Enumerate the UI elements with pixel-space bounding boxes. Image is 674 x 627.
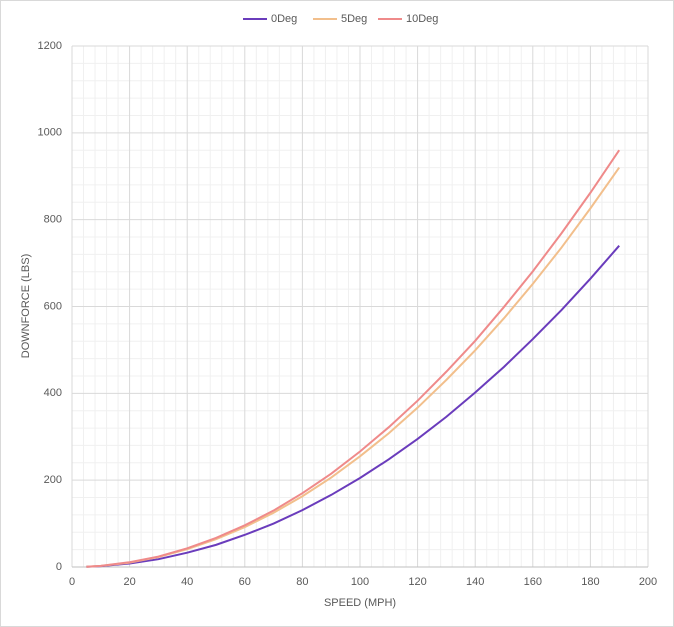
x-tick-label: 140 [466, 576, 484, 588]
x-tick-label: 160 [524, 576, 542, 588]
y-tick-label: 600 [44, 300, 62, 312]
x-tick-label: 60 [239, 576, 251, 588]
x-tick-label: 0 [69, 576, 75, 588]
x-tick-label: 80 [296, 576, 308, 588]
series-line [86, 245, 620, 568]
y-tick-label: 0 [56, 561, 62, 573]
legend-label: 10Deg [406, 13, 438, 25]
y-axis-title: DOWNFORCE (LBS) [20, 254, 32, 359]
x-tick-label: 40 [181, 576, 193, 588]
series-line [86, 149, 621, 568]
legend-label: 5Deg [341, 13, 367, 25]
x-tick-label: 180 [581, 576, 599, 588]
x-tick-label: 20 [123, 576, 135, 588]
y-tick-label: 400 [44, 387, 62, 399]
x-tick-label: 100 [351, 576, 369, 588]
y-tick-label: 1000 [38, 127, 62, 139]
y-tick-label: 800 [44, 214, 62, 226]
y-tick-label: 1200 [38, 40, 62, 52]
x-axis-title: SPEED (MPH) [324, 597, 396, 609]
y-tick-label: 200 [44, 474, 62, 486]
x-tick-label: 200 [639, 576, 657, 588]
legend-label: 0Deg [271, 13, 297, 25]
x-tick-label: 120 [408, 576, 426, 588]
